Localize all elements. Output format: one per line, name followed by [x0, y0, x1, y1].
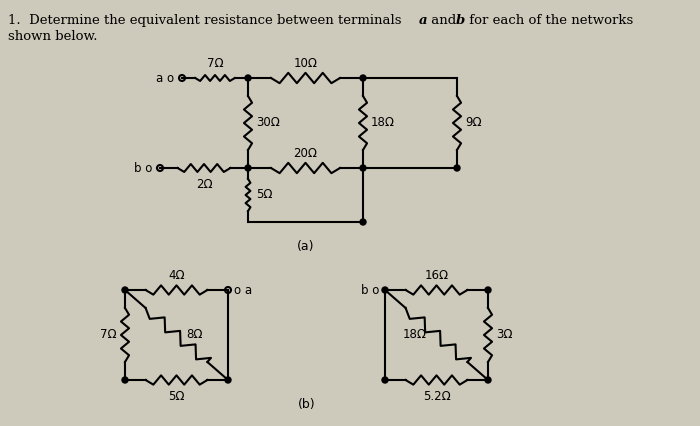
- Text: a o: a o: [156, 72, 174, 84]
- Text: 5Ω: 5Ω: [168, 390, 185, 403]
- Circle shape: [360, 75, 366, 81]
- Text: 3Ω: 3Ω: [496, 328, 512, 342]
- Text: 5.2Ω: 5.2Ω: [423, 390, 450, 403]
- Circle shape: [122, 287, 128, 293]
- Text: 30Ω: 30Ω: [256, 116, 280, 130]
- Text: shown below.: shown below.: [8, 30, 97, 43]
- Text: (b): (b): [298, 398, 315, 411]
- Circle shape: [245, 165, 251, 171]
- Circle shape: [485, 377, 491, 383]
- Text: a: a: [419, 14, 428, 27]
- Circle shape: [485, 287, 491, 293]
- Circle shape: [382, 287, 388, 293]
- Circle shape: [122, 377, 128, 383]
- Text: b o: b o: [134, 161, 152, 175]
- Text: 4Ω: 4Ω: [168, 269, 185, 282]
- Text: 10Ω: 10Ω: [293, 57, 318, 70]
- Text: 18Ω: 18Ω: [402, 328, 426, 342]
- Text: 20Ω: 20Ω: [293, 147, 318, 160]
- Text: for each of the networks: for each of the networks: [465, 14, 634, 27]
- Circle shape: [225, 377, 231, 383]
- Text: 2Ω: 2Ω: [196, 178, 212, 191]
- Text: 1.  Determine the equivalent resistance between terminals: 1. Determine the equivalent resistance b…: [8, 14, 406, 27]
- Text: 9Ω: 9Ω: [465, 116, 482, 130]
- Text: and: and: [427, 14, 461, 27]
- Text: 8Ω: 8Ω: [186, 328, 203, 342]
- Text: b: b: [456, 14, 466, 27]
- Text: 5Ω: 5Ω: [256, 188, 272, 201]
- Circle shape: [382, 377, 388, 383]
- Text: b o: b o: [360, 283, 379, 296]
- Circle shape: [360, 219, 366, 225]
- Circle shape: [360, 165, 366, 171]
- Text: 7Ω: 7Ω: [206, 57, 223, 70]
- Text: 18Ω: 18Ω: [371, 116, 395, 130]
- Text: 16Ω: 16Ω: [424, 269, 449, 282]
- Circle shape: [454, 165, 460, 171]
- Text: 7Ω: 7Ω: [100, 328, 117, 342]
- Circle shape: [245, 75, 251, 81]
- Text: o a: o a: [234, 283, 252, 296]
- Text: (a): (a): [297, 240, 314, 253]
